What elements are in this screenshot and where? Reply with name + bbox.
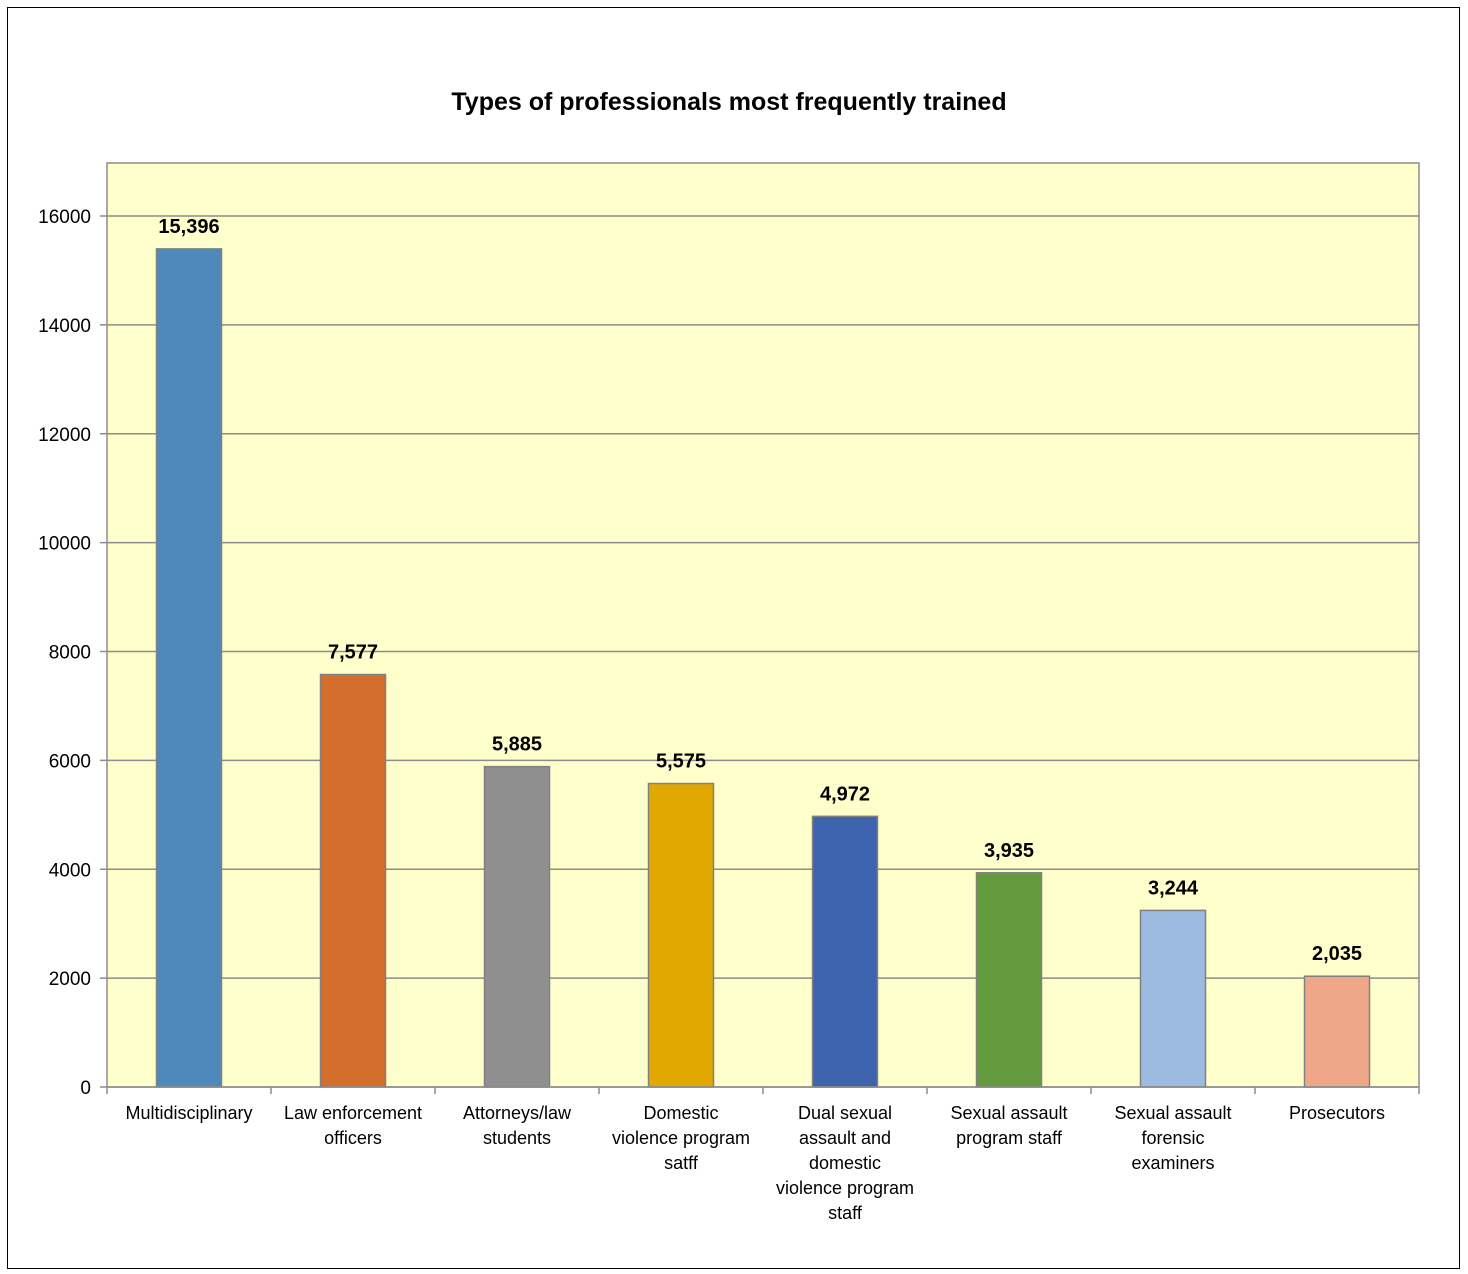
data-label: 5,885 <box>492 734 542 756</box>
bar <box>319 673 387 1088</box>
x-tick-label: forensic <box>1141 1128 1204 1148</box>
y-tick-label: 16000 <box>38 207 91 228</box>
plot-area <box>106 162 1420 1088</box>
bar <box>1303 975 1371 1088</box>
x-tick-label: program staff <box>956 1128 1063 1148</box>
x-tick-label: Law enforcement <box>284 1103 422 1123</box>
x-tick-label: Domestic <box>643 1103 718 1123</box>
x-tick-label: violence program <box>612 1128 750 1148</box>
x-tick-label: domestic <box>809 1153 881 1173</box>
data-label: 3,244 <box>1148 877 1199 899</box>
x-tick-label: Sexual assault <box>1114 1103 1231 1123</box>
bar <box>1139 909 1207 1088</box>
data-label: 15,396 <box>158 216 219 238</box>
x-tick-label: satff <box>664 1153 699 1173</box>
data-label: 4,972 <box>820 783 870 805</box>
chart-title: Types of professionals most frequently t… <box>451 88 1006 116</box>
y-tick-label: 4000 <box>49 860 91 881</box>
y-tick-label: 14000 <box>38 316 91 337</box>
x-tick-label: Sexual assault <box>950 1103 1067 1123</box>
bars <box>155 248 1371 1088</box>
axes: 0 2000 4000 6000 8000 10000 12000 14000 16000 Mul… <box>38 207 1420 1223</box>
x-tick-label: staff <box>828 1203 863 1223</box>
y-tick-label: 8000 <box>49 643 91 664</box>
x-tick-label: students <box>483 1128 551 1148</box>
bar <box>155 248 223 1088</box>
y-tick-label: 12000 <box>38 425 91 446</box>
x-tick-label: Prosecutors <box>1289 1103 1385 1123</box>
data-labels: 15,396 7,577 5,885 5,575 4,972 3,935 3,244 2,03… <box>158 216 1362 965</box>
y-tick-label: 2000 <box>49 969 91 990</box>
y-tick-label: 10000 <box>38 534 91 555</box>
x-tick-label: Attorneys/law <box>463 1103 572 1123</box>
x-tick-label: officers <box>324 1128 382 1148</box>
x-tick-label: examiners <box>1131 1153 1214 1173</box>
data-label: 2,035 <box>1312 943 1362 965</box>
bar <box>483 765 551 1088</box>
bar <box>647 782 715 1088</box>
bar <box>975 872 1043 1088</box>
x-tick-label: violence program <box>776 1178 914 1198</box>
x-tick-label: Dual sexual <box>798 1103 892 1123</box>
data-label: 5,575 <box>656 751 706 773</box>
data-label: 7,577 <box>328 642 378 664</box>
y-tick-label: 6000 <box>49 751 91 772</box>
x-tick-label: Multidisciplinary <box>125 1103 252 1123</box>
bar <box>811 815 879 1088</box>
data-label: 3,935 <box>984 840 1034 862</box>
y-tick-label: 0 <box>80 1078 91 1099</box>
x-tick-label: assault and <box>799 1128 891 1148</box>
